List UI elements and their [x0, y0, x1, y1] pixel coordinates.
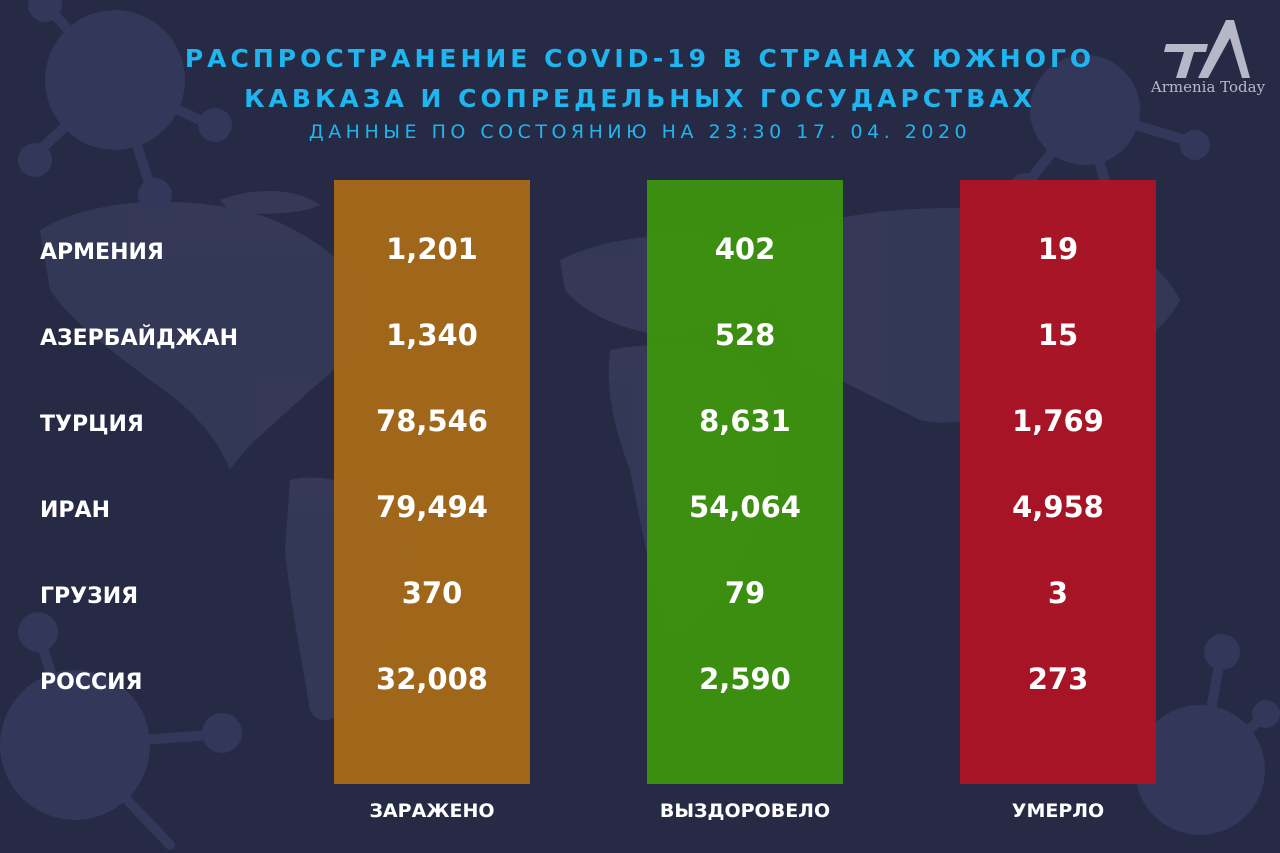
logo-text: Armenia Today: [1150, 78, 1266, 96]
chart-title-line-2: КАВКАЗА И СОПРЕДЕЛЬНЫХ ГОСУДАРСТВАХ: [244, 84, 1036, 113]
died-value: 273: [1027, 662, 1089, 696]
infected-column: [334, 180, 530, 784]
recovered-value: 402: [714, 232, 776, 266]
recovered-value: 54,064: [689, 490, 801, 524]
recovered-column: [647, 180, 843, 784]
recovered-value: 79: [724, 576, 766, 610]
virus-icon: [0, 612, 242, 850]
infected-value: 1,201: [386, 232, 478, 266]
chart-title-line-1: РАСПРОСТРАНЕНИЕ COVID-19 В СТРАНАХ ЮЖНОГ…: [184, 44, 1096, 73]
infected-value: 370: [401, 576, 463, 610]
chart-subtitle: ДАННЫЕ ПО СОСТОЯНИЮ НА 23:30 17. 04. 202…: [308, 121, 972, 143]
died-value: 19: [1037, 232, 1079, 266]
country-label: ИРАН: [40, 498, 110, 523]
country-label: РОССИЯ: [40, 670, 143, 695]
country-label: АРМЕНИЯ: [40, 240, 164, 265]
country-label: ГРУЗИЯ: [40, 584, 139, 609]
recovered-value: 528: [714, 318, 776, 352]
died-column-label: УМЕРЛО: [1011, 800, 1105, 822]
infected-value: 79,494: [376, 490, 488, 524]
recovered-value: 8,631: [699, 404, 791, 438]
recovered-column-label: ВЫЗДОРОВЕЛО: [659, 800, 831, 822]
country-label: АЗЕРБАЙДЖАН: [40, 326, 238, 351]
died-value: 15: [1037, 318, 1079, 352]
died-value: 1,769: [1012, 404, 1104, 438]
died-column: [960, 180, 1156, 784]
infected-value: 32,008: [376, 662, 488, 696]
infected-column-label: ЗАРАЖЕНО: [369, 800, 495, 822]
country-label: ТУРЦИЯ: [40, 412, 144, 437]
infected-value: 1,340: [386, 318, 478, 352]
infected-value: 78,546: [376, 404, 488, 438]
armenia-today-logo: [1164, 20, 1250, 78]
died-value: 3: [1047, 576, 1069, 610]
virus-icon: [18, 0, 232, 212]
recovered-value: 2,590: [699, 662, 791, 696]
died-value: 4,958: [1012, 490, 1104, 524]
